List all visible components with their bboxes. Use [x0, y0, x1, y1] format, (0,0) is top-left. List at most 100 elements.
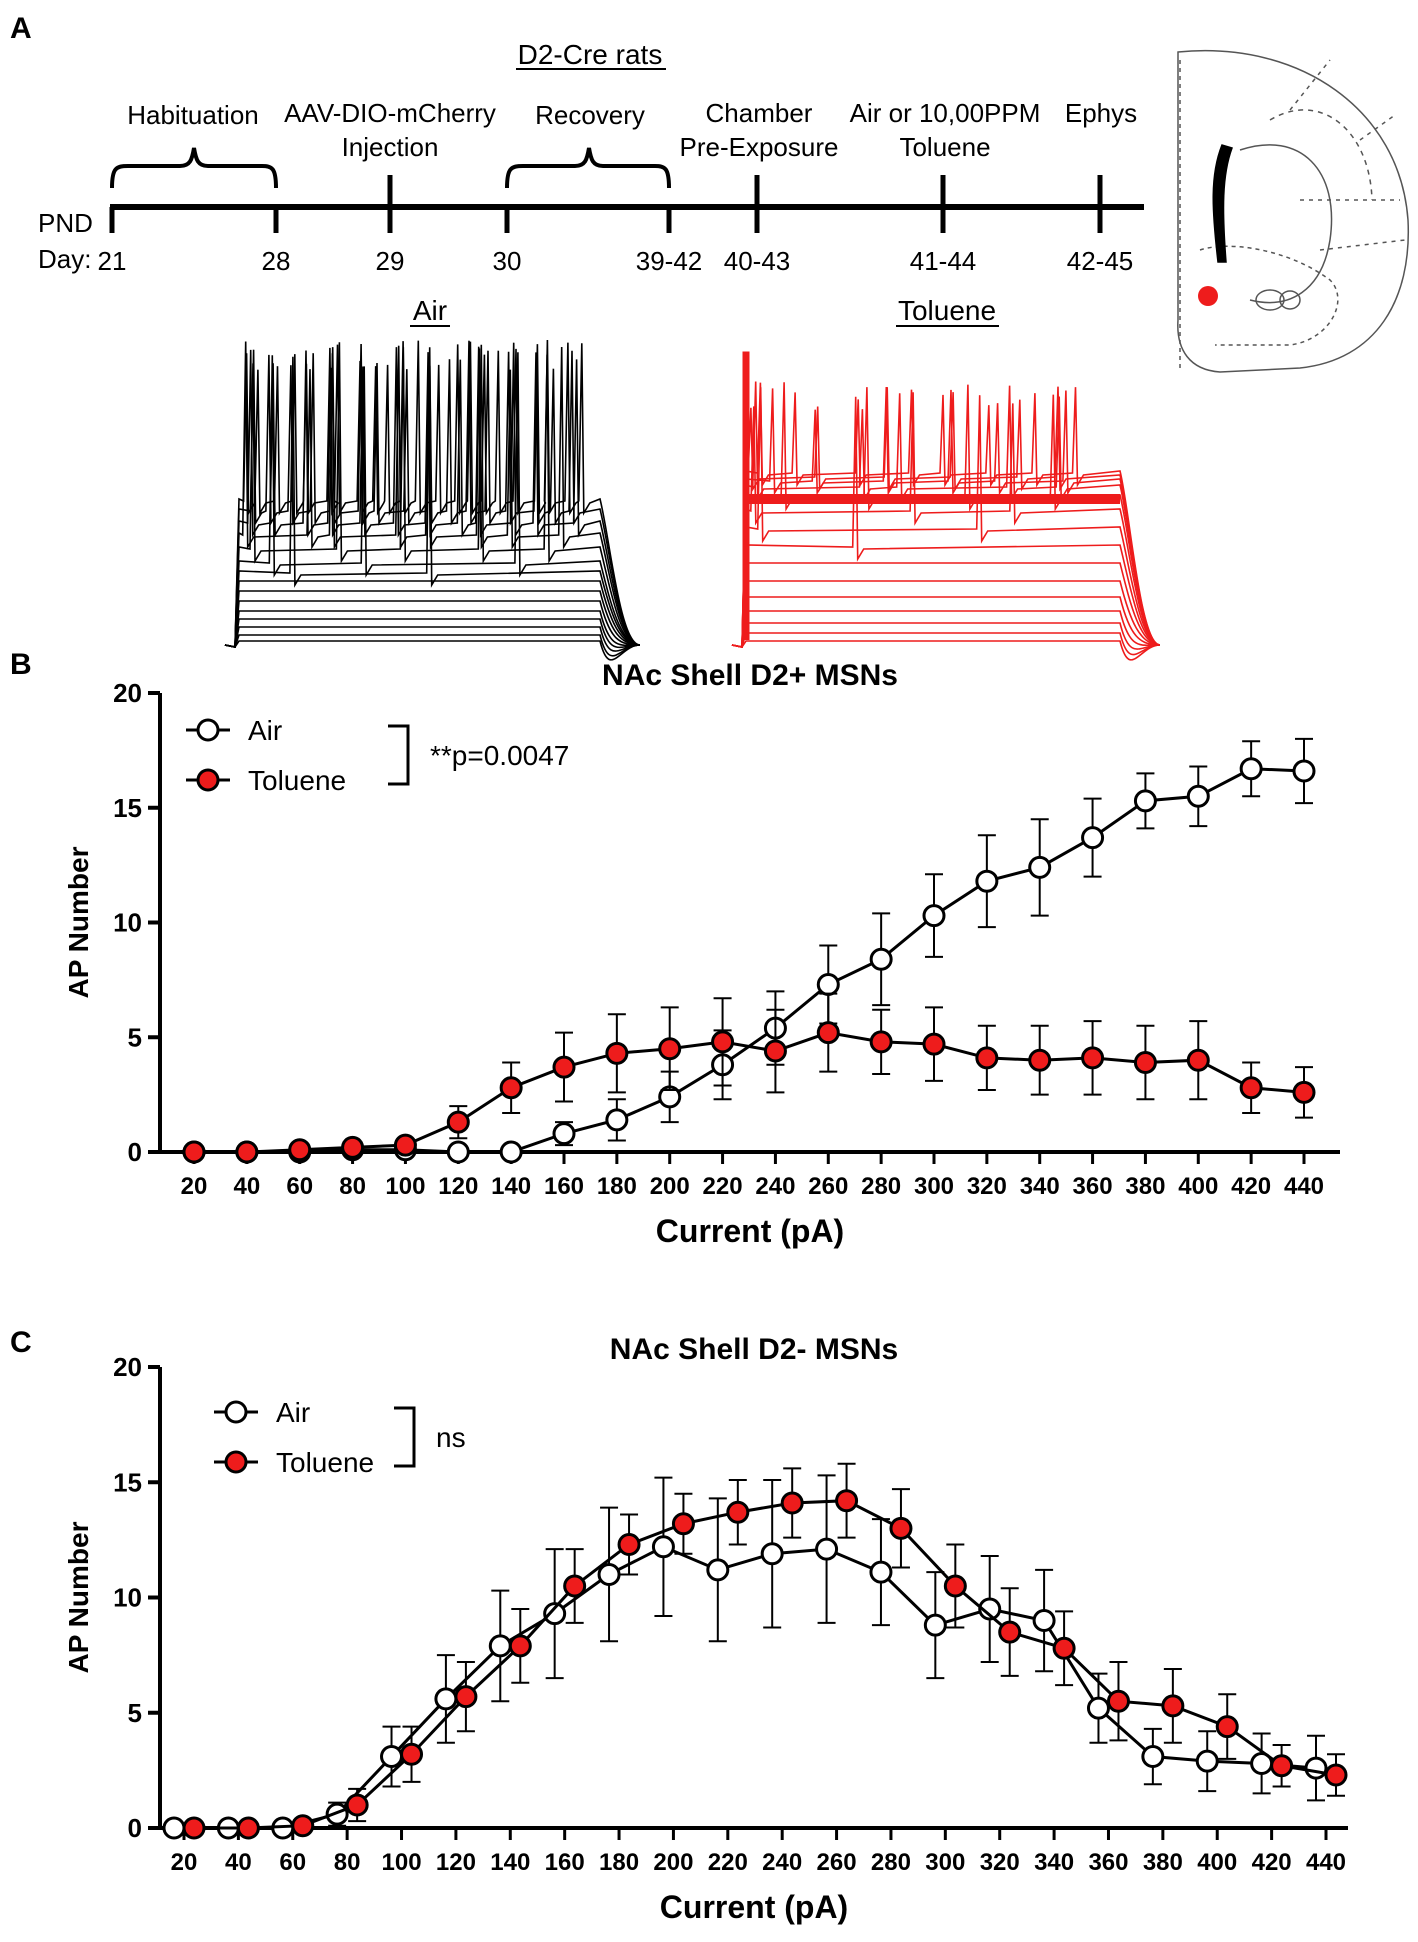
y-axis-label: AP Number	[63, 846, 94, 998]
timeline-event-chamber-line1: Chamber	[706, 98, 813, 128]
data-point	[651, 1535, 675, 1559]
significance-bracket	[394, 1406, 416, 1468]
x-tick-label: 400	[1178, 1173, 1218, 1200]
data-point	[1304, 1756, 1328, 1780]
data-point	[711, 1030, 735, 1054]
x-tick-label: 120	[436, 1849, 476, 1876]
data-point	[1106, 1689, 1130, 1713]
x-tick-label: 300	[914, 1173, 954, 1200]
x-tick-label: 400	[1197, 1849, 1237, 1876]
legend-marker	[196, 768, 220, 792]
y-tick-label: 5	[128, 1698, 142, 1728]
data-point	[1052, 1636, 1076, 1660]
trace-sweep	[224, 618, 641, 649]
x-tick-label: 20	[181, 1173, 208, 1200]
data-point	[393, 1133, 417, 1157]
x-axis-label: Current (pA)	[660, 1889, 848, 1925]
day-label-42-45: 42-45	[1067, 246, 1134, 276]
brain-outline	[1177, 50, 1410, 373]
x-tick-label: 60	[286, 1173, 313, 1200]
data-point	[446, 1140, 470, 1164]
x-tick-label: 380	[1125, 1173, 1165, 1200]
day-label-39-42: 39-42	[636, 246, 703, 276]
x-tick-label: 120	[438, 1173, 478, 1200]
data-point	[508, 1634, 532, 1658]
data-point	[488, 1634, 512, 1658]
trace-sweep	[224, 339, 641, 648]
y-tick-label: 0	[128, 1813, 142, 1843]
x-tick-label: 440	[1284, 1173, 1324, 1200]
data-point	[182, 1816, 206, 1840]
data-point	[499, 1140, 523, 1164]
trace-plateau	[746, 494, 1120, 504]
data-point	[552, 1055, 576, 1079]
habituation-brace	[110, 147, 278, 189]
x-tick-label: 200	[650, 1173, 690, 1200]
data-point	[1270, 1754, 1294, 1778]
x-tick-label: 420	[1231, 1173, 1271, 1200]
data-point	[889, 1516, 913, 1540]
legend-label: Air	[276, 1397, 310, 1428]
data-point	[1081, 826, 1105, 850]
data-point	[726, 1500, 750, 1524]
day-label-28: 28	[262, 246, 291, 276]
legend-label: Air	[248, 715, 282, 746]
brain-striatum-border	[1239, 144, 1333, 304]
timeline-event-injection-line2: Injection	[342, 132, 439, 162]
data-point	[815, 1537, 839, 1561]
x-tick-label: 220	[708, 1849, 748, 1876]
data-point	[1186, 1048, 1210, 1072]
x-tick-label: 100	[382, 1849, 422, 1876]
brain-cortex-border	[1269, 109, 1373, 201]
x-tick-label: 40	[234, 1173, 261, 1200]
timeline-event-chamber-line2: Pre-Exposure	[680, 132, 839, 162]
trace-sweep	[731, 622, 1161, 650]
x-tick-label: 260	[808, 1173, 848, 1200]
data-point	[454, 1685, 478, 1709]
data-point	[816, 1021, 840, 1045]
trace-sweep	[731, 610, 1161, 648]
trace-sweep	[224, 626, 641, 652]
data-point	[341, 1135, 365, 1159]
x-tick-label: 160	[545, 1849, 585, 1876]
x-tick-label: 300	[925, 1849, 965, 1876]
y-tick-label: 20	[113, 678, 142, 708]
trace-first-spike	[742, 351, 750, 640]
x-tick-label: 260	[817, 1849, 857, 1876]
legend: Air Toluene **p=0.0047	[186, 715, 569, 796]
timeline-event-recovery: Recovery	[535, 100, 645, 130]
legend-marker	[224, 1400, 248, 1424]
data-point	[1133, 1050, 1157, 1074]
data-point	[922, 1032, 946, 1056]
data-point	[658, 1037, 682, 1061]
timeline-event-habituation: Habituation	[127, 100, 259, 130]
data-point	[446, 1110, 470, 1134]
series-line	[194, 767, 1305, 1154]
y-axis-label: AP Number	[63, 1521, 94, 1673]
x-tick-label: 420	[1252, 1849, 1292, 1876]
series-line	[194, 1499, 1337, 1830]
data-point	[1161, 1694, 1185, 1718]
air-traces	[224, 339, 641, 661]
trace-sweep	[224, 340, 641, 648]
x-tick-label: 280	[861, 1173, 901, 1200]
data-point	[597, 1562, 621, 1586]
day-label-29: 29	[376, 246, 405, 276]
data-point	[380, 1745, 404, 1769]
timeline-event-injection-line1: AAV-DIO-mCherry	[284, 98, 496, 128]
x-tick-label: 160	[544, 1173, 584, 1200]
data-point	[605, 1108, 629, 1132]
trace-sweep	[731, 632, 1161, 656]
y-tick-label: 5	[128, 1022, 142, 1052]
data-point	[499, 1076, 523, 1100]
x-tick-label: 320	[980, 1849, 1020, 1876]
timeline: D2-Cre rats Habituation AAV-DIO-mCherry …	[38, 39, 1144, 276]
day-label-21: 21	[98, 246, 127, 276]
data-point	[943, 1574, 967, 1598]
data-point	[552, 1122, 576, 1146]
x-tick-label: 180	[597, 1173, 637, 1200]
data-point	[1239, 1076, 1263, 1100]
data-point	[1086, 1696, 1110, 1720]
x-tick-label: 140	[491, 1173, 531, 1200]
trace-sweep	[731, 382, 1161, 648]
